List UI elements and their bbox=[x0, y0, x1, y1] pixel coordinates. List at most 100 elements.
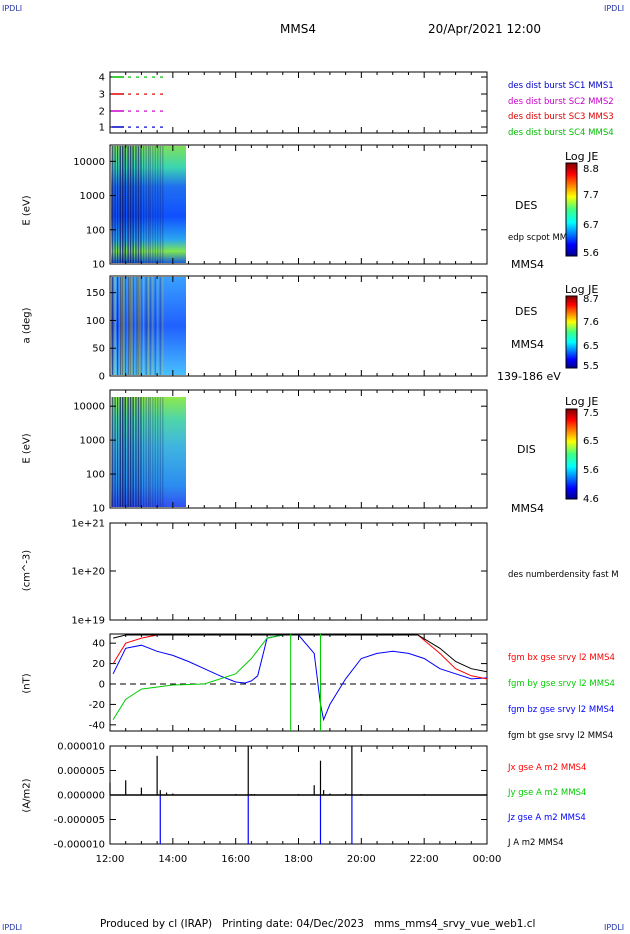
corner-mark-tr: IPDLI bbox=[604, 4, 625, 13]
spectrogram-stripe bbox=[119, 277, 122, 375]
burst-dot bbox=[128, 110, 131, 112]
panel3-ytick: 50 bbox=[92, 344, 105, 355]
spectrogram-stripe bbox=[117, 146, 119, 263]
cbar1-tick: 5.6 bbox=[583, 248, 599, 259]
cbar2-tick: 8.7 bbox=[583, 294, 599, 305]
spectrogram-stripe bbox=[130, 277, 132, 375]
spectrogram-stripe bbox=[127, 397, 129, 507]
cbar1-tick: 6.7 bbox=[583, 220, 599, 231]
panel7-ytick: 0.000010 bbox=[57, 742, 105, 753]
plot-title: MMS4 bbox=[280, 22, 316, 36]
spectrogram-stripe bbox=[122, 397, 124, 507]
panel7-ytick: -0.000005 bbox=[54, 815, 105, 826]
cbar1-title: Log JE bbox=[565, 150, 599, 163]
panel6-ytick: 0 bbox=[99, 680, 105, 691]
spectrogram-stripe bbox=[122, 277, 124, 375]
spectrogram-stripe bbox=[132, 277, 134, 375]
spectrogram-stripe bbox=[159, 146, 161, 263]
cbar2-title: Log JE bbox=[565, 283, 599, 296]
panel2-species: DES bbox=[515, 199, 538, 212]
spectrogram-stripe bbox=[137, 277, 139, 375]
spectrogram-stripe bbox=[154, 397, 156, 507]
spectrogram-stripe bbox=[132, 146, 134, 263]
spectrogram-stripe bbox=[140, 397, 142, 507]
spectrogram-stripe bbox=[145, 277, 147, 375]
current-legend-j: J A m2 MMS4 bbox=[508, 838, 564, 848]
spectrogram-stripe bbox=[159, 397, 161, 507]
spectrogram-stripe bbox=[149, 397, 151, 507]
spectrogram-stripe bbox=[129, 397, 132, 507]
fgm-legend-bz: fgm bz gse srvy l2 MMS4 bbox=[508, 705, 615, 715]
panel1-ytick: 2 bbox=[99, 107, 105, 118]
series-line bbox=[112, 634, 488, 673]
current-legend-jy: Jy gse A m2 MMS4 bbox=[508, 788, 587, 798]
spectrogram-stripe bbox=[145, 397, 147, 507]
panel6-ytick: -20 bbox=[89, 700, 105, 711]
spectrogram-stripe bbox=[140, 277, 142, 375]
cbar3-tick: 4.6 bbox=[583, 494, 599, 505]
cbar1-tick: 7.7 bbox=[583, 190, 599, 201]
panel3-ytick: 100 bbox=[86, 316, 105, 327]
spectrogram-stripe bbox=[119, 397, 122, 507]
cbar1 bbox=[565, 162, 578, 257]
panel1-ytick: 4 bbox=[99, 73, 105, 84]
panel5-ytick: 1e+21 bbox=[71, 519, 105, 530]
spectrogram-stripe bbox=[114, 277, 116, 375]
corner-mark-tl: IPDLI bbox=[2, 4, 23, 13]
panel2-ytick: 10 bbox=[92, 260, 105, 271]
burst-dot bbox=[136, 93, 139, 95]
burst-legend-sc1: des dist burst SC1 MMS1 bbox=[508, 81, 614, 91]
burst-dot bbox=[144, 76, 147, 78]
spectrogram-stripe bbox=[140, 397, 142, 507]
spectrogram-stripe bbox=[127, 277, 129, 375]
spectrogram-stripe bbox=[112, 397, 114, 507]
panel2-sc: MMS4 bbox=[511, 258, 544, 271]
spectrogram-stripe bbox=[149, 277, 151, 375]
spectrogram-stripe bbox=[162, 397, 164, 507]
burst-dot bbox=[152, 126, 155, 128]
spectrogram-stripe bbox=[114, 397, 116, 507]
time-tick-label: 00:00 bbox=[473, 854, 502, 865]
spectrogram-stripe bbox=[114, 146, 116, 263]
burst-dot bbox=[144, 126, 147, 128]
burst-dot bbox=[136, 126, 139, 128]
spectrogram-stripe bbox=[127, 146, 129, 263]
spectrogram-stripe bbox=[112, 277, 114, 375]
panel7-ytick: 0.000005 bbox=[57, 766, 105, 777]
burst-dot bbox=[152, 93, 155, 95]
burst-dot bbox=[144, 93, 147, 95]
panel3-sc: MMS4 bbox=[511, 338, 544, 351]
burst-dot bbox=[152, 110, 155, 112]
spectrogram-stripe bbox=[127, 397, 129, 507]
time-tick-label: 18:00 bbox=[284, 854, 313, 865]
spectrogram-stripe bbox=[130, 397, 132, 507]
spectrogram-stripe bbox=[148, 397, 150, 507]
burst-dot bbox=[160, 110, 163, 112]
spectrogram-stripe bbox=[152, 146, 154, 263]
burst-dot bbox=[160, 93, 163, 95]
panel6-ytick: 40 bbox=[92, 639, 105, 650]
spectrogram-stripe bbox=[135, 277, 137, 375]
series-line bbox=[112, 634, 299, 720]
footer-produced: Produced by cl (IRAP) bbox=[100, 918, 213, 930]
panel7-ytick: -0.000010 bbox=[54, 840, 105, 851]
spectrogram-stripe bbox=[132, 397, 134, 507]
spectrogram-stripe bbox=[135, 397, 137, 507]
time-tick-label: 20:00 bbox=[347, 854, 376, 865]
spectrogram-stripe bbox=[132, 146, 134, 263]
cbar3-tick: 7.5 bbox=[583, 408, 599, 419]
spectrogram-stripe bbox=[154, 277, 156, 375]
panel6-ytick: 20 bbox=[92, 659, 105, 670]
panel3-range: 139-186 eV bbox=[497, 370, 561, 383]
panel5-ytick: 1e+20 bbox=[71, 567, 105, 578]
spectrogram-stripe bbox=[124, 277, 127, 375]
series-line bbox=[112, 634, 488, 680]
burst-legend: des dist burst SC1 MMS1 des dist burst S… bbox=[508, 79, 614, 141]
spectrogram-stripe bbox=[135, 277, 137, 375]
cbar3-tick: 6.5 bbox=[583, 436, 599, 447]
burst-dot bbox=[144, 110, 147, 112]
spectrogram-stripe bbox=[127, 146, 129, 263]
spectrogram-stripe bbox=[140, 146, 142, 263]
panel2-extra: edp scpot MMS4 bbox=[508, 233, 578, 243]
